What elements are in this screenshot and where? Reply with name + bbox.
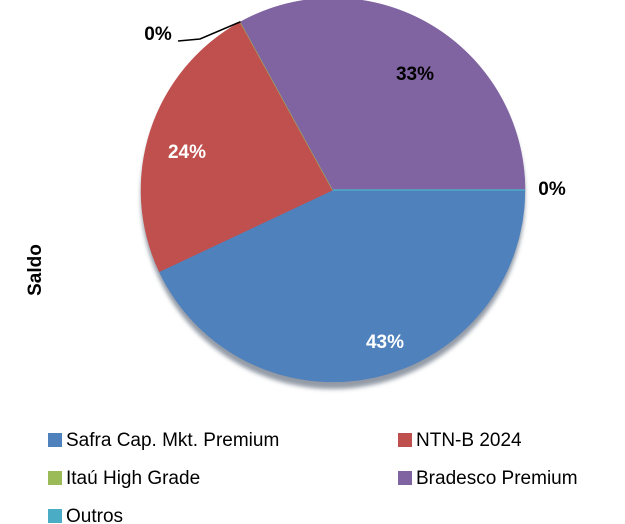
data-label: 33%	[396, 64, 434, 85]
data-label: 0%	[144, 24, 172, 45]
legend-swatch	[48, 433, 62, 447]
legend-label: Bradesco Premium	[416, 468, 578, 489]
legend-label: NTN-B 2024	[416, 430, 522, 451]
pie-slice	[240, 0, 526, 191]
legend-label: Outros	[66, 506, 123, 524]
legend-swatch	[398, 471, 412, 485]
legend-swatch	[398, 433, 412, 447]
axis-label: Saldo	[25, 244, 46, 296]
leader-line	[177, 21, 241, 42]
data-label: 0%	[538, 179, 566, 200]
pie-slice	[158, 189, 526, 383]
data-label: 24%	[168, 142, 206, 163]
legend-label: Safra Cap. Mkt. Premium	[66, 430, 279, 451]
data-label: 43%	[366, 332, 404, 353]
legend-swatch	[48, 509, 62, 523]
legend-label: Itaú High Grade	[66, 468, 200, 489]
legend-swatch	[48, 471, 62, 485]
pie-slice	[140, 21, 334, 273]
